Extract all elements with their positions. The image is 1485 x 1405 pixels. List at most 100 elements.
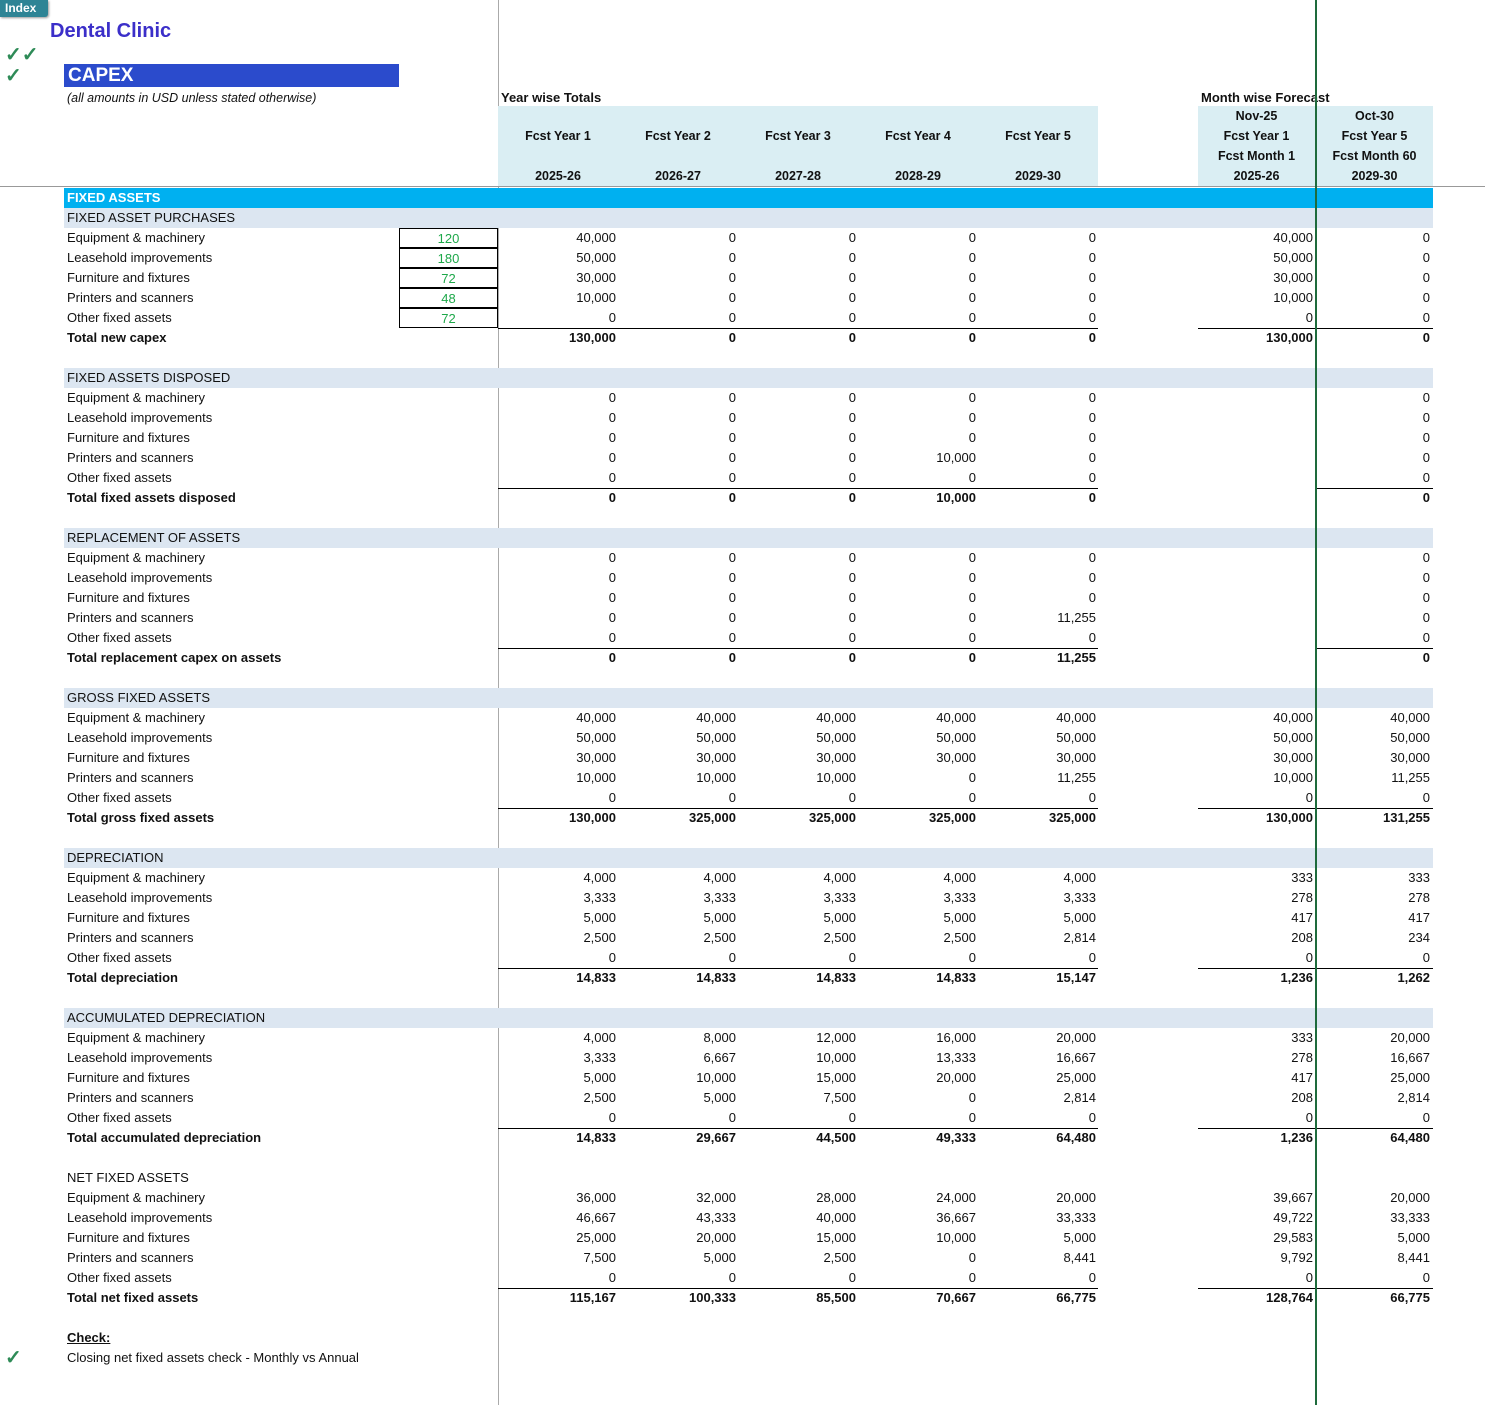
month-value: 0	[1422, 950, 1430, 965]
total-line	[1317, 1288, 1433, 1289]
month-value: 20,000	[1390, 1030, 1430, 1045]
row-label: Equipment & machinery	[67, 390, 206, 405]
year-value: 0	[1088, 390, 1096, 405]
month-value: 1,236	[1280, 970, 1313, 985]
row-label: Other fixed assets	[67, 1110, 172, 1125]
month-value: 0	[1422, 290, 1430, 305]
table-row: Equipment & machinery 36,000 32,000 28,000 2…	[0, 1188, 1485, 1208]
month-value: 0	[1305, 1270, 1313, 1285]
total-line	[498, 1128, 1098, 1129]
year-value: 325,000	[929, 810, 976, 825]
year-value: 25,000	[576, 1230, 616, 1245]
year-value: 0	[728, 650, 736, 665]
year-value: 50,000	[576, 730, 616, 745]
year-value: 0	[728, 570, 736, 585]
year-value: 0	[608, 1110, 616, 1125]
row-label: Other fixed assets	[67, 790, 172, 805]
month-value: 0	[1422, 330, 1430, 345]
year-value: 0	[968, 310, 976, 325]
section-band	[64, 1008, 1433, 1028]
month-value: 0	[1305, 950, 1313, 965]
year-value: 0	[728, 450, 736, 465]
month-value: 208	[1291, 930, 1313, 945]
year-value: 4,000	[703, 870, 736, 885]
year-value: 0	[1088, 450, 1096, 465]
month-value: 40,000	[1273, 230, 1313, 245]
section-title: DEPRECIATION	[67, 850, 164, 865]
month-value: 0	[1422, 550, 1430, 565]
month-value: 1,236	[1280, 1130, 1313, 1145]
year-value: 0	[848, 490, 856, 505]
table-row: Other fixed assets 0 0 0 0 0 0 0	[0, 948, 1485, 968]
total-row: Total fixed assets disposed 0 0 0 10,000 0 0	[0, 488, 1485, 508]
year-value: 4,000	[583, 870, 616, 885]
month-forecast-label: Month wise Forecast	[1201, 90, 1330, 105]
year-value: 40,000	[576, 230, 616, 245]
year-value: 4,000	[1063, 870, 1096, 885]
useful-life-input[interactable]: 72	[399, 268, 498, 288]
year-value: 24,000	[936, 1190, 976, 1205]
year-value: 0	[608, 950, 616, 965]
year-value: 44,500	[816, 1130, 856, 1145]
total-line	[1317, 648, 1433, 649]
row-label: Leasehold improvements	[67, 1210, 213, 1225]
month-header-year: Fcst Year 1	[1223, 129, 1290, 143]
year-value: 0	[848, 610, 856, 625]
month-value: 30,000	[1390, 750, 1430, 765]
useful-life-input[interactable]: 120	[399, 228, 498, 248]
total-line	[1198, 328, 1315, 329]
year-value: 14,833	[816, 970, 856, 985]
table-row: Leasehold improvements 3,333 3,333 3,333 3,3…	[0, 888, 1485, 908]
total-row: Total new capex 130,000 0 0 0 0 130,000 0	[0, 328, 1485, 348]
total-label: Total replacement capex on assets	[67, 650, 282, 665]
year-value: 7,500	[823, 1090, 856, 1105]
year-value: 0	[968, 470, 976, 485]
table-row: Furniture and fixtures 5,000 5,000 5,000 5,0…	[0, 908, 1485, 928]
table-row: Leasehold improvements 46,667 43,333 40,000…	[0, 1208, 1485, 1228]
year-value: 50,000	[936, 730, 976, 745]
month-value: 30,000	[1273, 270, 1313, 285]
year-value: 10,000	[576, 770, 616, 785]
month-header-month: Oct-30	[1355, 109, 1394, 123]
year-value: 20,000	[1056, 1190, 1096, 1205]
year-value: 40,000	[1056, 710, 1096, 725]
year-value: 12,000	[816, 1030, 856, 1045]
year-value: 20,000	[696, 1230, 736, 1245]
year-value: 10,000	[936, 1230, 976, 1245]
useful-life-input[interactable]: 72	[399, 308, 498, 328]
table-row: Furniture and fixtures 0 0 0 0 0 0	[0, 428, 1485, 448]
table-row: Printers and scanners 10,000 10,000 10,000 0…	[0, 768, 1485, 788]
index-button[interactable]: Index	[0, 0, 48, 17]
year-value: 10,000	[696, 770, 736, 785]
year-value: 0	[728, 630, 736, 645]
table-row: Other fixed assets 0 0 0 0 0 0 0	[0, 1108, 1485, 1128]
total-label: Total accumulated depreciation	[67, 1130, 262, 1145]
fixed-assets-label: FIXED ASSETS	[67, 190, 161, 205]
year-value: 0	[1088, 590, 1096, 605]
year-value: 14,833	[576, 970, 616, 985]
year-value: 0	[968, 790, 976, 805]
year-value: 5,000	[943, 910, 976, 925]
month-value: 0	[1422, 250, 1430, 265]
year-value: 0	[968, 270, 976, 285]
useful-life-input[interactable]: 48	[399, 288, 498, 308]
year-header-period: 2028-29	[895, 169, 941, 183]
year-value: 0	[728, 790, 736, 805]
row-label: Furniture and fixtures	[67, 910, 190, 925]
year-header-period: 2027-28	[775, 169, 821, 183]
year-value: 30,000	[576, 270, 616, 285]
table-row: Equipment & machinery 0 0 0 0 0 0	[0, 388, 1485, 408]
section-header: GROSS FIXED ASSETS	[0, 688, 1485, 708]
year-value: 0	[968, 630, 976, 645]
year-value: 5,000	[1063, 910, 1096, 925]
month-value: 0	[1422, 490, 1430, 505]
total-line	[1198, 1128, 1315, 1129]
table-row: Other fixed assets 0 0 0 0 0 0	[0, 628, 1485, 648]
row-label: Other fixed assets	[67, 1270, 172, 1285]
year-value: 3,333	[1063, 890, 1096, 905]
double-check-icon: ✓✓	[5, 44, 39, 66]
year-value: 2,500	[823, 1250, 856, 1265]
subtitle: (all amounts in USD unless stated otherw…	[67, 91, 317, 105]
useful-life-input[interactable]: 180	[399, 248, 498, 268]
year-value: 0	[1088, 630, 1096, 645]
